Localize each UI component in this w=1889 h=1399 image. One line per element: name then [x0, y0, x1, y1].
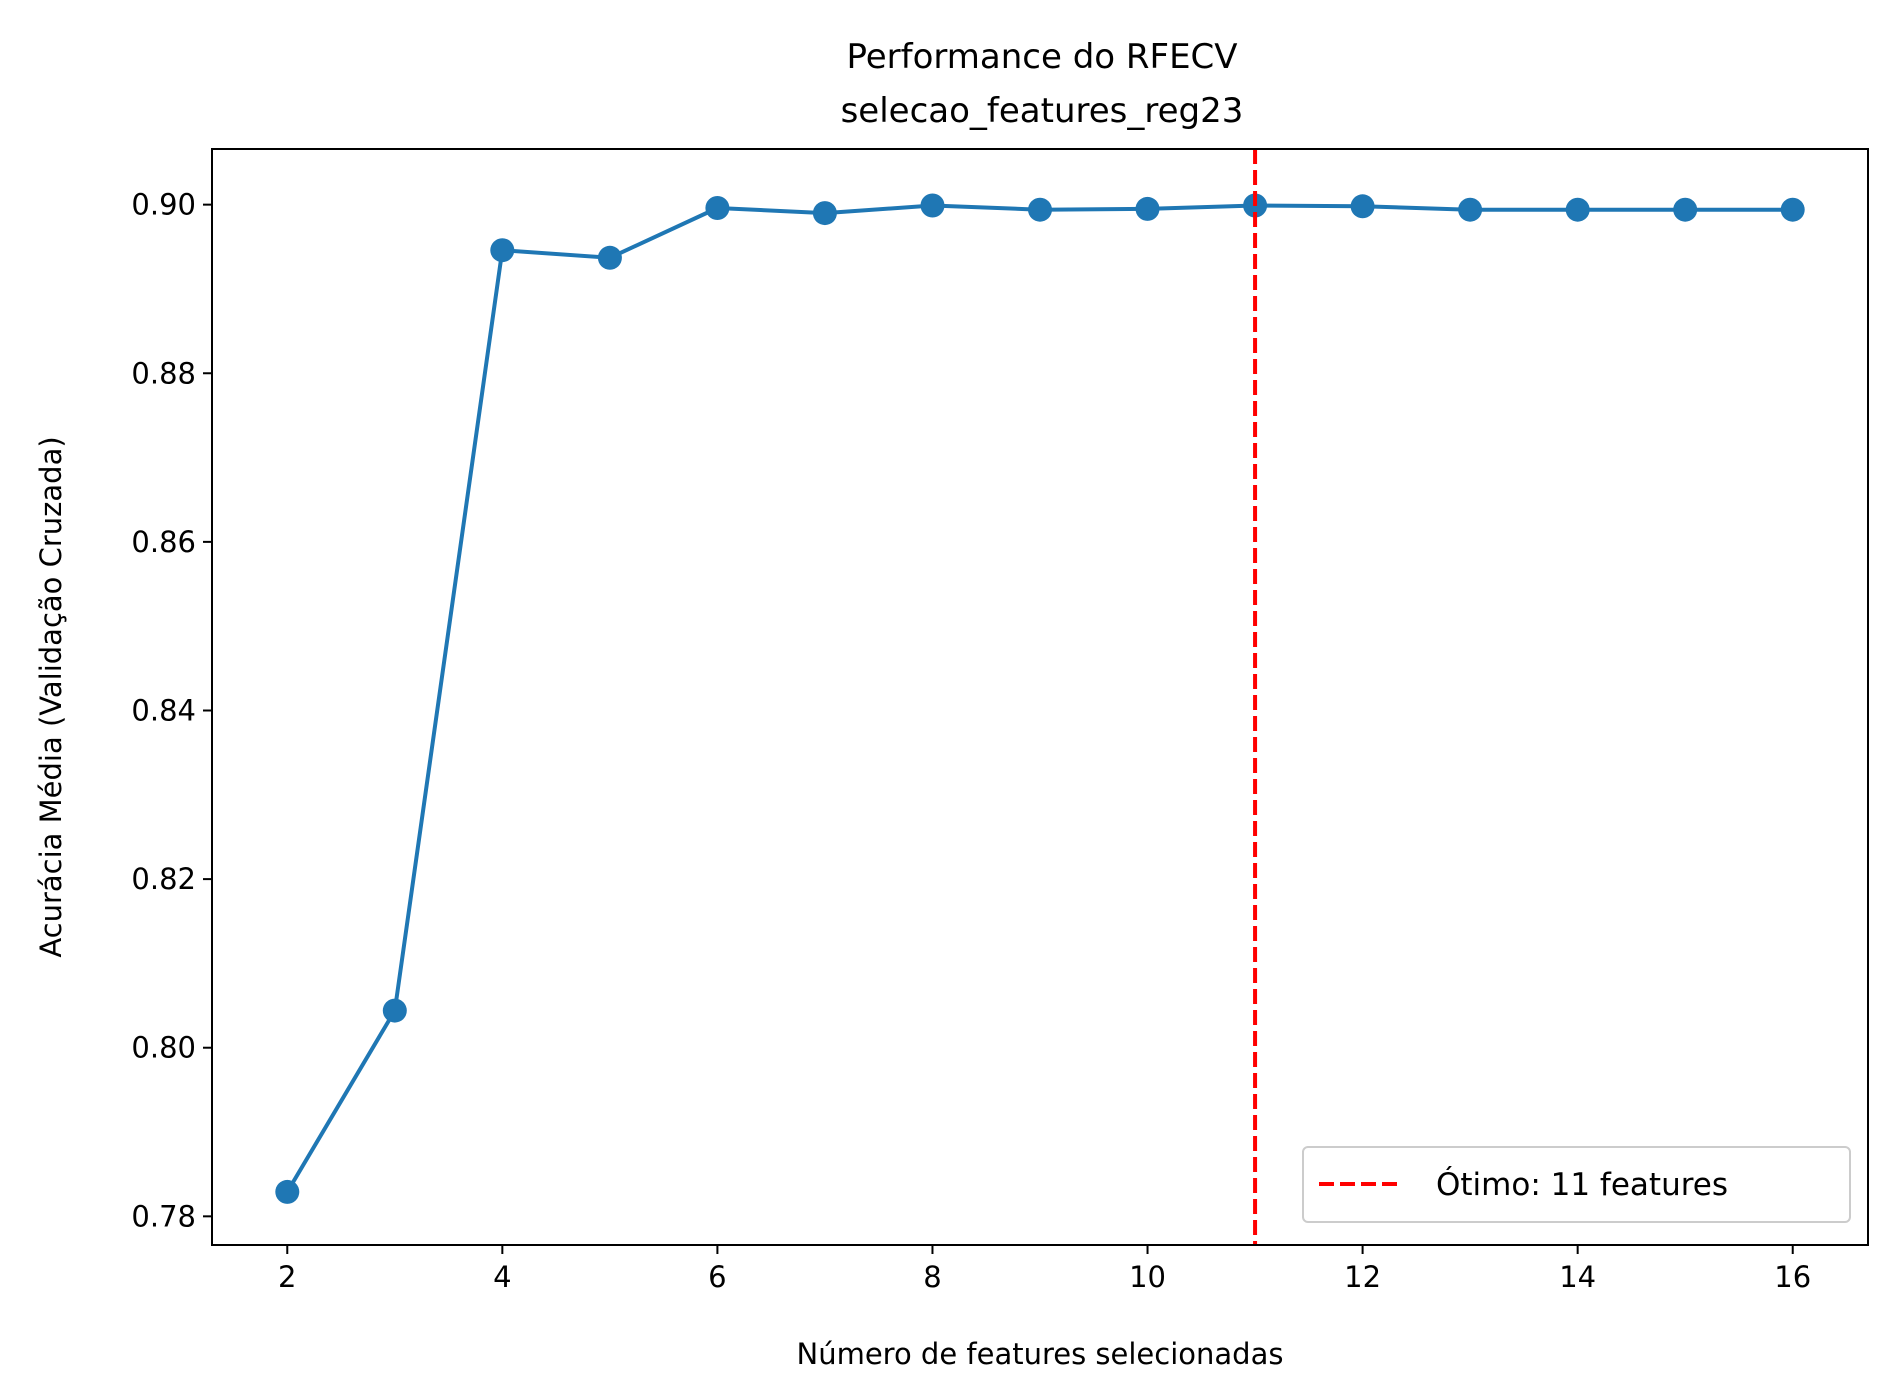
data-point	[1565, 197, 1590, 222]
chart-title: Performance do RFECV	[846, 37, 1237, 77]
data-point	[920, 193, 945, 218]
y-tick-label: 0.86	[131, 525, 196, 559]
x-tick-label: 4	[493, 1260, 511, 1294]
x-tick-label: 14	[1559, 1260, 1596, 1294]
y-tick-label: 0.88	[131, 356, 196, 390]
legend-label: Ótimo: 11 features	[1436, 1166, 1728, 1203]
y-axis: 0.78 0.80 0.82 0.84 0.86 0.88 0.90	[131, 188, 212, 1233]
x-tick-label: 16	[1774, 1260, 1811, 1294]
y-tick-label: 0.82	[131, 862, 196, 896]
y-tick-label: 0.84	[131, 693, 196, 727]
data-point	[1780, 197, 1805, 222]
legend: Ótimo: 11 features	[1302, 1146, 1851, 1223]
x-axis: 2 4 6 8 10 12 14 16	[278, 1245, 1811, 1294]
x-tick-label: 6	[708, 1260, 726, 1294]
chart-subtitle: selecao_features_reg23	[841, 91, 1244, 131]
data-point	[1673, 197, 1698, 222]
legend-box	[1302, 1146, 1851, 1223]
data-point	[1458, 197, 1483, 222]
x-tick-label: 2	[278, 1260, 296, 1294]
y-tick-label: 0.80	[131, 1031, 196, 1065]
data-point	[275, 1179, 300, 1204]
plot-frame	[211, 148, 1869, 1246]
data-point	[1135, 196, 1160, 221]
x-tick-label: 8	[923, 1260, 941, 1294]
x-axis-label: Número de features selecionadas	[797, 1337, 1284, 1371]
y-tick-label: 0.78	[131, 1199, 196, 1233]
data-point	[812, 201, 837, 226]
plot-area	[275, 149, 1805, 1245]
data-point	[1350, 194, 1375, 219]
data-point	[1028, 197, 1052, 222]
data-point	[382, 998, 407, 1023]
x-tick-label: 12	[1344, 1260, 1381, 1294]
data-point	[490, 238, 515, 263]
data-point	[705, 196, 730, 220]
y-axis-label: Acurácia Média (Validação Cruzada)	[34, 436, 68, 957]
x-tick-label: 10	[1129, 1260, 1166, 1294]
y-tick-label: 0.90	[131, 188, 196, 222]
data-point	[597, 245, 622, 270]
